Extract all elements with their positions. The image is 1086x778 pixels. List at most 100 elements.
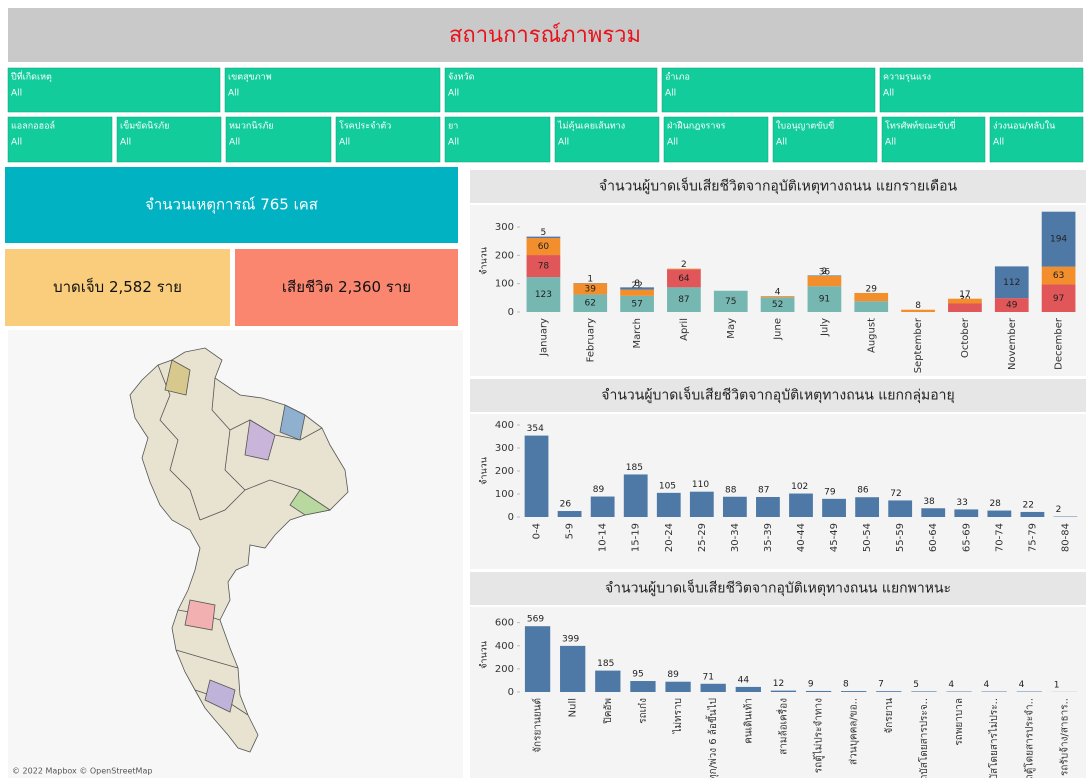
- value-label: 4: [1019, 680, 1025, 690]
- bar: [954, 509, 979, 517]
- filter[interactable]: ง่วงนอน/หลับใน All: [989, 116, 1084, 163]
- bar-segment: [807, 275, 842, 277]
- filter[interactable]: เข็มขัดนิรภัย All: [116, 116, 222, 163]
- filter-box[interactable]: [444, 67, 658, 113]
- bar-segment: [526, 255, 561, 278]
- value-label: 88: [725, 485, 737, 495]
- filter[interactable]: จังหวัด All: [444, 67, 658, 113]
- filter-value[interactable]: All: [665, 89, 676, 99]
- value-label: 12: [773, 679, 784, 689]
- filter-value[interactable]: All: [558, 138, 569, 148]
- filter-label[interactable]: ใบอนุญาตขับขี่: [776, 119, 834, 132]
- bar: [656, 492, 681, 517]
- filter-value[interactable]: All: [339, 138, 350, 148]
- filter-label[interactable]: เขตสุขภาพ: [228, 73, 272, 83]
- filter-label[interactable]: จังหวัด: [448, 73, 475, 83]
- filter-label[interactable]: ปีที่เกิดเหตุ: [11, 70, 52, 83]
- filter-value[interactable]: All: [667, 138, 678, 148]
- filter[interactable]: ใบอนุญาตขับขี่ All: [772, 116, 878, 163]
- filter[interactable]: เขตสุขภาพ All: [224, 67, 441, 113]
- filter-value[interactable]: All: [993, 138, 1004, 148]
- filter[interactable]: ปีที่เกิดเหตุ All: [7, 67, 221, 113]
- filter-box[interactable]: [7, 116, 113, 163]
- header-bar: [8, 8, 1083, 62]
- bar-segment: [713, 290, 748, 312]
- filter-box[interactable]: [116, 116, 222, 163]
- value-label: 399: [562, 634, 579, 644]
- filter-label[interactable]: เข็มขัดนิรภัย: [120, 119, 169, 132]
- bar: [987, 510, 1012, 517]
- bar-segment: [760, 296, 795, 298]
- bar: [665, 681, 691, 692]
- filter-box[interactable]: [7, 67, 221, 113]
- filter-label[interactable]: ความรุนแรง: [883, 73, 931, 83]
- filter[interactable]: โรคประจำตัว All: [335, 116, 441, 163]
- filter-value[interactable]: All: [448, 138, 459, 148]
- filter-value[interactable]: All: [776, 138, 787, 148]
- bar: [855, 497, 880, 517]
- bar-segment: [807, 276, 842, 287]
- filter-value[interactable]: All: [11, 138, 22, 148]
- filter-box[interactable]: [554, 116, 660, 163]
- filter-box[interactable]: [224, 67, 441, 113]
- filter-box[interactable]: [989, 116, 1084, 163]
- filter[interactable]: ฝ่าฝืนกฎจราจร All: [663, 116, 769, 163]
- filter-label[interactable]: โทรศัพท์ขณะขับขี่: [885, 119, 956, 132]
- filter-box[interactable]: [661, 67, 876, 113]
- filter-box[interactable]: [225, 116, 332, 163]
- value-label: 194: [1050, 235, 1067, 245]
- filter-value[interactable]: All: [883, 89, 894, 99]
- filter-value[interactable]: All: [11, 89, 22, 99]
- x-tick-label: June: [773, 318, 784, 341]
- filter-box[interactable]: [879, 67, 1084, 113]
- value-label: 110: [692, 480, 709, 490]
- filter-box[interactable]: [881, 116, 986, 163]
- x-tick-label: December: [1054, 317, 1065, 370]
- y-tick-label: 100: [495, 489, 514, 500]
- filter[interactable]: อำเภอ All: [661, 67, 876, 113]
- filter-value[interactable]: All: [120, 138, 131, 148]
- x-tick-label: 20-24: [664, 523, 675, 552]
- filter-value[interactable]: All: [228, 89, 239, 99]
- x-tick-label: รถรับจ้าง/สาธาร..: [1058, 698, 1070, 776]
- bar: [841, 691, 867, 692]
- filter-value[interactable]: All: [448, 89, 459, 99]
- x-tick-label: รถพยาบาล: [954, 698, 965, 746]
- filter-label[interactable]: แอลกอฮอล์: [11, 120, 55, 132]
- filter-label[interactable]: ยา: [448, 122, 458, 132]
- value-label: 102: [791, 482, 808, 492]
- filter[interactable]: แอลกอฮอล์ All: [7, 116, 113, 163]
- filter[interactable]: หมวกนิรภัย All: [225, 116, 332, 163]
- filter-label[interactable]: ฝ่าฝืนกฎจราจร: [667, 121, 726, 132]
- x-tick-label: August: [866, 318, 877, 353]
- province: [204, 679, 236, 713]
- filter[interactable]: ไม่คุ้นเคยเส้นทาง All: [554, 116, 660, 163]
- filter-label[interactable]: ง่วงนอน/หลับใน: [993, 121, 1055, 132]
- filter-box[interactable]: [335, 116, 441, 163]
- value-label: 123: [535, 290, 552, 300]
- x-tick-label: 60-64: [928, 523, 939, 552]
- filter[interactable]: ยา All: [444, 116, 551, 163]
- x-tick-label: รถบัสโดยสารไม่ประ..: [987, 698, 1000, 778]
- filter[interactable]: โทรศัพท์ขณะขับขี่ All: [881, 116, 986, 163]
- filter-label[interactable]: โรคประจำตัว: [339, 121, 391, 132]
- value-label: 39: [585, 284, 597, 294]
- bar: [822, 498, 846, 517]
- filter-value[interactable]: All: [229, 138, 240, 148]
- filter-label[interactable]: หมวกนิรภัย: [229, 121, 274, 132]
- province: [289, 489, 332, 516]
- filter-label[interactable]: ไม่คุ้นเคยเส้นทาง: [557, 121, 625, 132]
- filter-label[interactable]: อำเภอ: [665, 72, 690, 83]
- x-tick-label: 5-9: [565, 523, 576, 539]
- value-label: 71: [703, 672, 714, 682]
- x-tick-label: 50-54: [862, 523, 873, 552]
- filter-box[interactable]: [772, 116, 878, 163]
- filter-box[interactable]: [444, 116, 551, 163]
- filter-value[interactable]: All: [885, 138, 896, 148]
- filter[interactable]: ความรุนแรง All: [879, 67, 1084, 113]
- filter-box[interactable]: [663, 116, 769, 163]
- bar-segment: [667, 268, 701, 270]
- kpi-text: บาดเจ็บ 2,582 ราย: [53, 277, 182, 296]
- value-label: 57: [631, 299, 642, 309]
